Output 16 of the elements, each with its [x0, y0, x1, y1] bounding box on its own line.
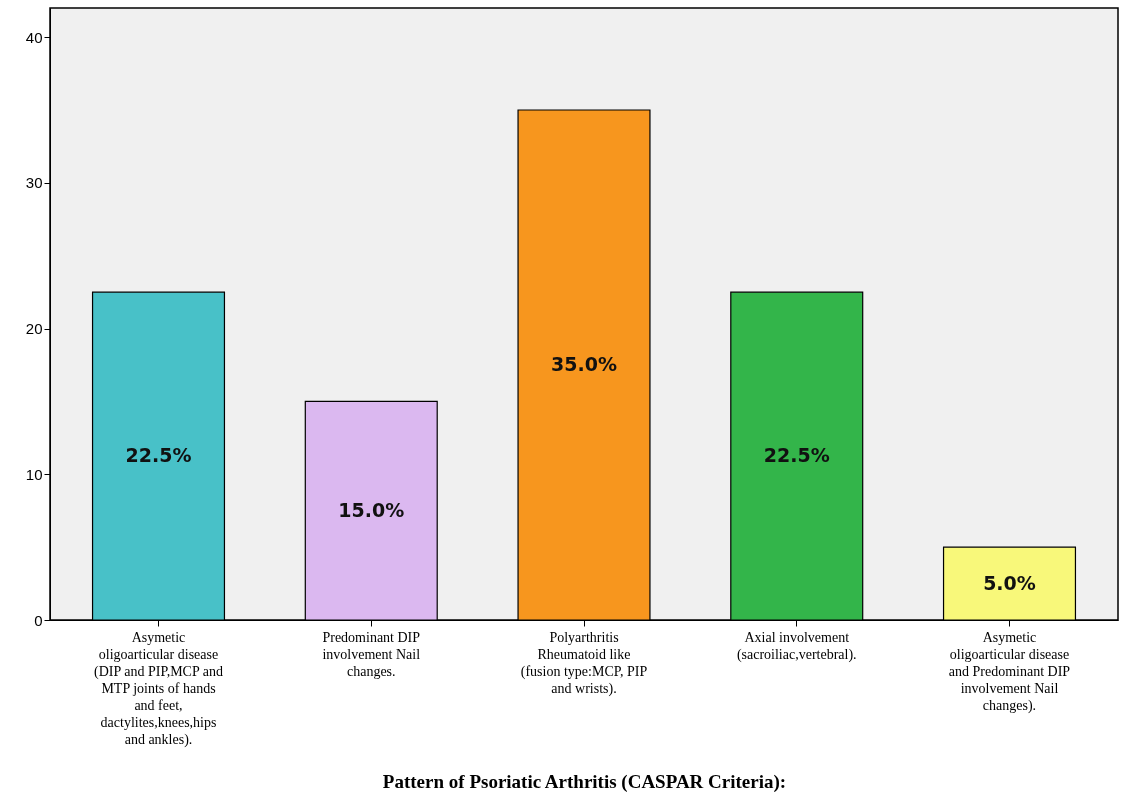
x-tick-label: Polyarthritis Rheumatoid like (fusion type:MCP, PIP and wrists).: [520, 629, 648, 697]
data-label: 5.0%: [983, 571, 1036, 594]
data-label: 15.0%: [338, 498, 405, 521]
x-axis-title: Pattern of Psoriatic Arthritis (CASPAR Criteria):: [382, 770, 787, 793]
x-tick-label: Axial involvement (sacroiliac,vertebral).: [736, 629, 857, 663]
data-label: 22.5%: [125, 444, 192, 467]
x-tick-label: Asymetic oligoarticular disease (DIP and PIP,MCP and MTP joints of hands and feet, dactylites,knees,hips and ankles).: [94, 629, 223, 748]
y-tick-label: 40: [25, 28, 43, 46]
y-tick-label: 0: [34, 611, 43, 629]
x-tick-label: Asymetic oligoarticular disease and Predominant DIP involvement Nail changes).: [948, 629, 1071, 714]
data-label: 35.0%: [551, 353, 617, 375]
y-tick-label: 20: [25, 320, 43, 338]
x-tick-label: Predominant DIP involvement Nail changes.: [322, 629, 421, 679]
y-tick-label: 30: [25, 174, 43, 192]
data-label: 22.5%: [763, 444, 830, 467]
y-tick-label: 10: [25, 465, 43, 483]
